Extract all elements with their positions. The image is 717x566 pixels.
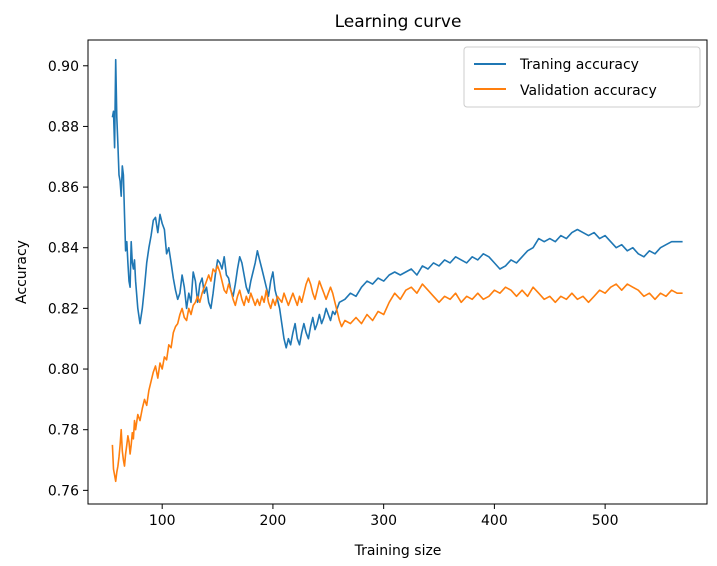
chart-title: Learning curve bbox=[335, 12, 462, 32]
legend-label-validation: Validation accuracy bbox=[520, 83, 657, 99]
legend-frame bbox=[463, 46, 701, 108]
training-accuracy-line bbox=[111, 58, 683, 349]
x-axis-label: Training size bbox=[354, 543, 442, 559]
x-tick-label: 300 bbox=[370, 513, 397, 529]
y-tick-label: 0.86 bbox=[48, 180, 79, 196]
x-tick-label: 100 bbox=[149, 513, 176, 529]
y-tick-label: 0.80 bbox=[48, 362, 79, 378]
y-tick-label: 0.82 bbox=[48, 301, 79, 317]
x-tick-label: 200 bbox=[260, 513, 287, 529]
x-axis: 100 200 300 400 500 bbox=[149, 504, 619, 529]
x-tick-label: 500 bbox=[592, 513, 619, 529]
legend-label-training: Traning accuracy bbox=[519, 57, 639, 73]
plot-area bbox=[87, 39, 708, 505]
y-axis-label: Accuracy bbox=[14, 240, 30, 304]
y-tick-label: 0.76 bbox=[48, 483, 79, 499]
y-tick-label: 0.88 bbox=[48, 119, 79, 135]
y-tick-label: 0.90 bbox=[48, 59, 79, 75]
y-tick-label: 0.78 bbox=[48, 423, 79, 439]
y-tick-label: 0.84 bbox=[48, 241, 79, 257]
y-axis: 0.76 0.78 0.80 0.82 0.84 0.86 0.88 0.90 bbox=[48, 59, 88, 499]
validation-accuracy-line bbox=[111, 265, 683, 483]
x-tick-label: 400 bbox=[481, 513, 508, 529]
legend: Traning accuracy Validation accuracy bbox=[463, 46, 701, 108]
series-layer bbox=[111, 58, 683, 483]
